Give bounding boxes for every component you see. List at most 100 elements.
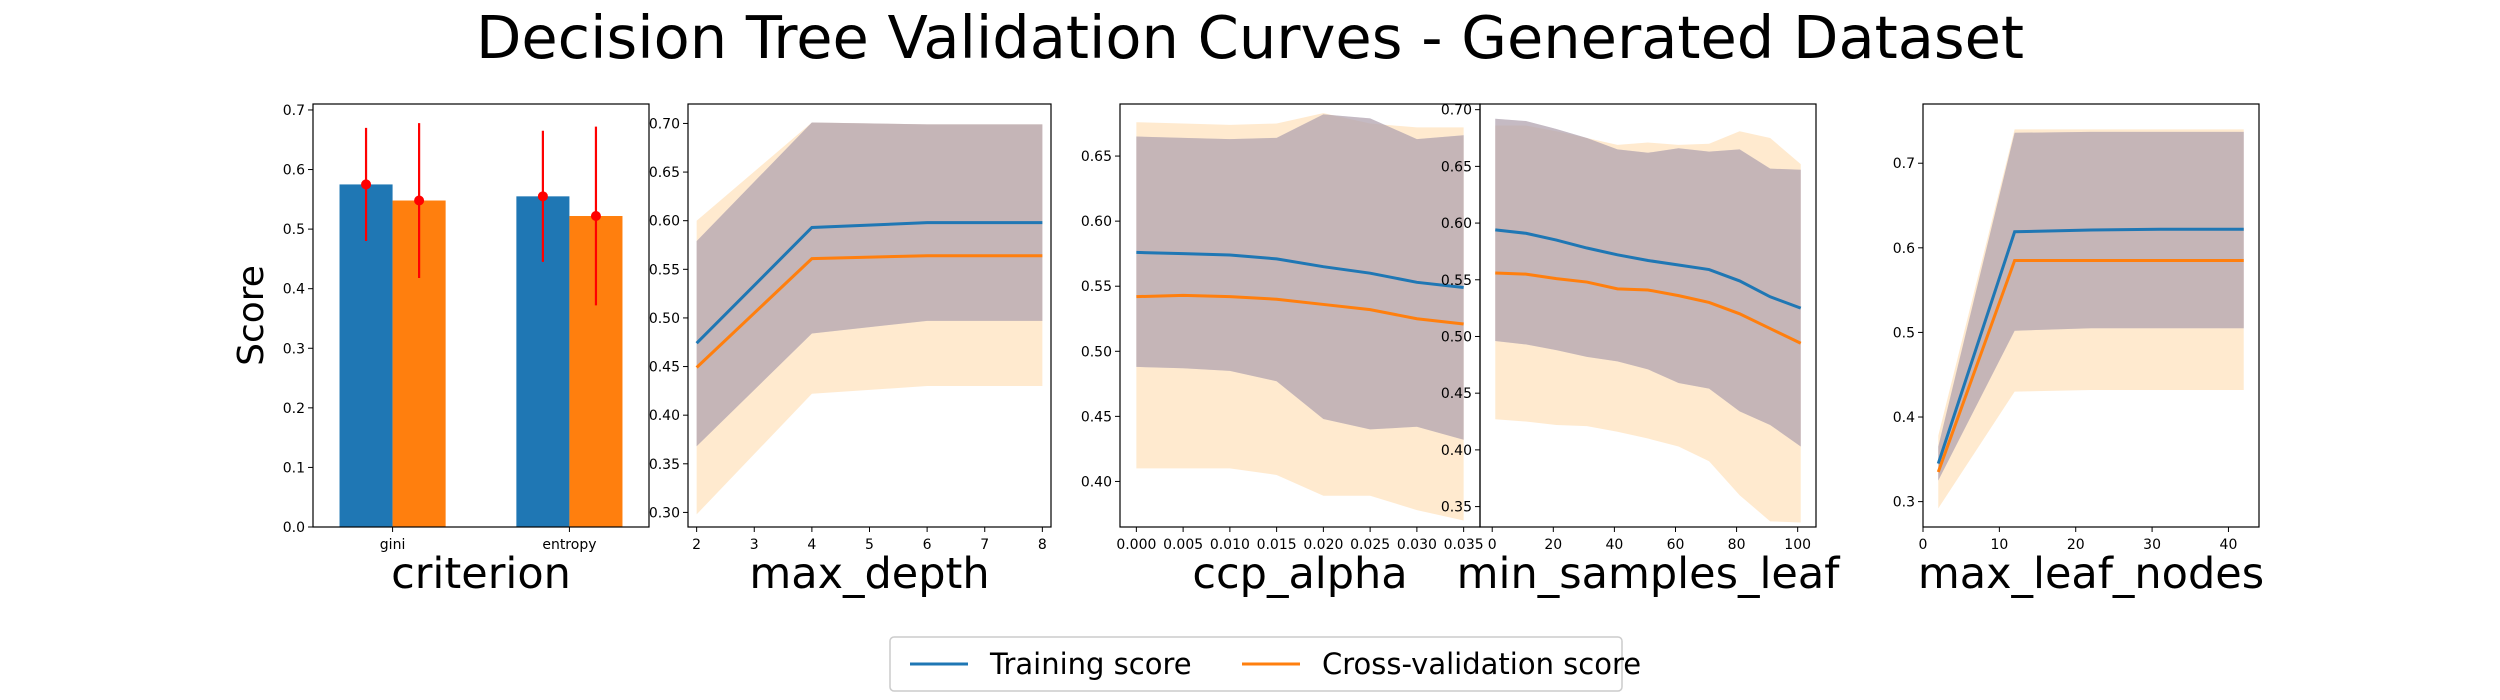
x-tick-label: 8 [1038, 537, 1047, 553]
error-bar-marker [590, 211, 601, 222]
line-cv [1495, 271, 1802, 345]
y-tick-label: 0.55 [1081, 279, 1112, 295]
y-tick-label: 0.70 [649, 116, 680, 132]
subplot-criterion: gini entropy Score 0.0 0.1 0.2 0.3 0.4 0.5 0.6 0.7… [231, 103, 650, 599]
x-axis-label: max_leaf_nodes [1918, 549, 2264, 599]
x-axis-label: max_depth [749, 549, 989, 599]
y-tick-label: 0.7 [1893, 156, 1915, 172]
x-tick-label: 0.015 [1257, 537, 1297, 553]
x-tick-label: 0.030 [1397, 537, 1437, 553]
y-tick-label: 0.3 [283, 341, 305, 357]
x-axis-label: min_samples_leaf [1457, 549, 1841, 599]
band-train [1136, 114, 1464, 440]
x-tick-label: 2 [692, 537, 701, 553]
y-tick-label: 0.5 [1893, 325, 1915, 341]
subplot-max_depth: 2 3 4 5 6 7 8 0.30 0.35 0.40 0.45 0.50 0.55 0.60 0.65 0… [649, 103, 1052, 599]
y-tick-label: 0.50 [1081, 344, 1112, 360]
axes-frame [312, 103, 650, 528]
x-tick-label: 6 [923, 537, 932, 553]
x-tick-label: 20 [2067, 537, 2085, 553]
line-cv [695, 254, 1043, 369]
band-overlap [1938, 131, 2244, 481]
error-bar-marker [361, 179, 372, 190]
y-tick-label: 0.50 [649, 311, 680, 327]
y-tick-label: 0.1 [283, 460, 305, 476]
y-tick-label: 0.60 [649, 214, 680, 230]
line-train [1136, 250, 1464, 290]
band-overlap [1136, 114, 1464, 440]
x-tick-label: 100 [1784, 537, 1811, 553]
error-bar-marker [537, 191, 548, 202]
axes-frame [1922, 103, 2260, 528]
line-cv [1136, 293, 1464, 326]
band-train [1495, 118, 1801, 447]
axes-frame [687, 103, 1052, 528]
x-tick-label: 5 [865, 537, 874, 553]
line-train [1495, 228, 1802, 310]
y-tick-label: 0.45 [1081, 409, 1112, 425]
x-tick-label: 10 [1990, 537, 2008, 553]
y-tick-label: 0.55 [1441, 273, 1472, 289]
y-tick-label: 0.35 [1441, 500, 1472, 516]
x-tick-label: 0.035 [1444, 537, 1484, 553]
y-tick-label: 0.65 [1081, 149, 1112, 165]
y-tick-label: 0.3 [1893, 495, 1915, 511]
x-axis-label: criterion [391, 549, 571, 599]
y-tick-label: 0.30 [649, 505, 680, 521]
legend: Training score Cross-validation score [889, 636, 1641, 692]
x-tick-label: 40 [2220, 537, 2238, 553]
subplot-ccp_alpha: 0.000 0.005 0.010 0.015 0.020 0.025 0.030 0.035… [1081, 103, 1484, 599]
y-tick-label: 0.60 [1081, 214, 1112, 230]
y-tick-label: 0.40 [1081, 474, 1112, 490]
y-tick-label: 0.40 [1441, 443, 1472, 459]
x-tick-label: 3 [750, 537, 759, 553]
x-tick-label: 0.000 [1116, 537, 1156, 553]
y-tick-label: 0.45 [649, 360, 680, 376]
figure-title: Decision Tree Validation Curves - Genera… [475, 3, 2025, 72]
y-tick-label: 0.50 [1441, 329, 1472, 345]
x-tick-label: 0.005 [1163, 537, 1203, 553]
bar-gini-train [339, 184, 393, 528]
x-tick-label: 20 [1544, 537, 1562, 553]
subplot-min_samples_leaf: 0 20 40 60 80 100 0.35 0.40 0.45 0.50 0.55 0.60 0.65… [1441, 103, 1840, 599]
x-tick-label: 0.020 [1303, 537, 1343, 553]
y-tick-label: 0.40 [649, 408, 680, 424]
x-tick-label: entropy [542, 537, 596, 553]
line-train [695, 221, 1043, 345]
axes-frame [1479, 103, 1817, 528]
y-tick-label: 0.65 [649, 165, 680, 181]
y-tick-label: 0.6 [1893, 241, 1915, 257]
error-bar-marker [414, 195, 425, 206]
line-train [1936, 227, 2244, 465]
x-tick-label: 0.025 [1350, 537, 1390, 553]
x-tick-label: 0 [1919, 537, 1928, 553]
y-tick-label: 0.70 [1441, 103, 1472, 119]
band-train [696, 122, 1043, 447]
y-tick-label: 0.45 [1441, 386, 1472, 402]
y-tick-label: 0.65 [1441, 159, 1472, 175]
x-tick-label: 0 [1488, 537, 1497, 553]
y-tick-label: 0.2 [283, 401, 305, 417]
x-axis-label: ccp_alpha [1192, 549, 1407, 599]
x-tick-label: gini [380, 537, 406, 553]
y-tick-label: 0.4 [283, 282, 305, 298]
y-tick-label: 0.4 [1893, 410, 1915, 426]
y-tick-label: 0.35 [649, 457, 680, 473]
x-tick-label: 0.010 [1210, 537, 1250, 553]
band-overlap [1495, 118, 1801, 447]
x-tick-label: 40 [1605, 537, 1623, 553]
x-tick-label: 7 [980, 537, 989, 553]
y-tick-label: 0.0 [283, 520, 305, 536]
x-tick-label: 30 [2143, 537, 2161, 553]
x-tick-label: 80 [1728, 537, 1746, 553]
y-tick-label: 0.60 [1441, 216, 1472, 232]
y-tick-label: 0.55 [649, 262, 680, 278]
legend-label: Training score [989, 647, 1192, 681]
subplot-max_leaf_nodes: 0 10 20 30 40 0.3 0.4 0.5 0.6 0.7 max_leaf_nodes [1893, 103, 2264, 599]
line-cv [1936, 259, 2244, 473]
band-train [1938, 131, 2244, 481]
y-axis-label: Score [231, 265, 272, 366]
y-tick-label: 0.6 [283, 163, 305, 179]
band-overlap [696, 122, 1043, 447]
